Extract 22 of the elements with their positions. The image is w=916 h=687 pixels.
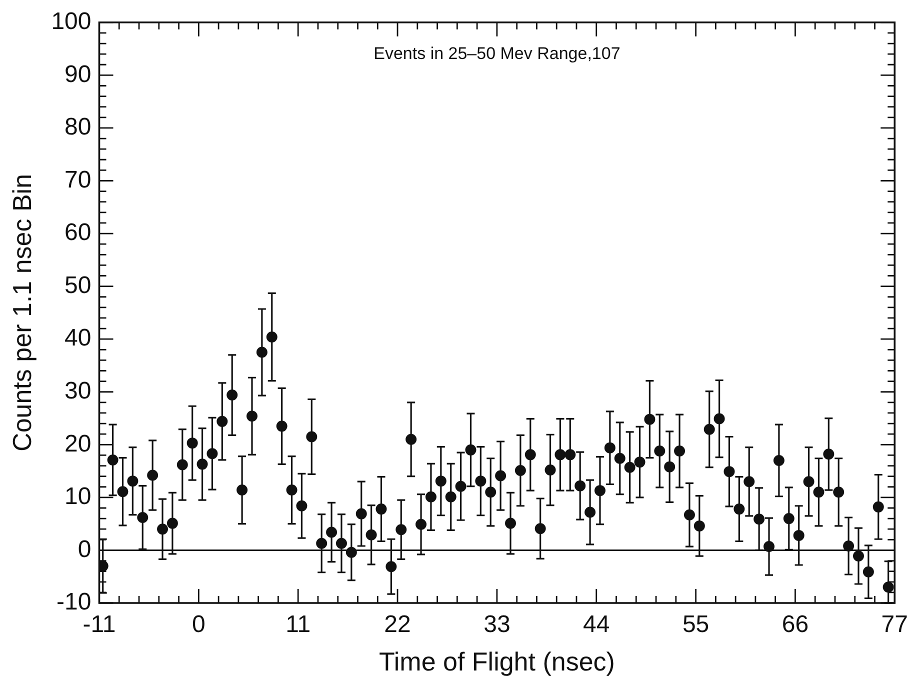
y-tick-label: 0 — [78, 536, 92, 563]
x-tick-label: 55 — [682, 611, 710, 638]
x-tick-label: 77 — [881, 611, 908, 638]
text: Events in 25–50 Mev Range,107 — [374, 44, 620, 64]
x-axis-title: Time of Flight (nsec) — [378, 646, 615, 677]
y-tick-label: 10 — [64, 483, 92, 510]
x-tick-label: 22 — [384, 611, 411, 638]
x-tick-label: 66 — [782, 611, 809, 638]
y-tick-label: 100 — [51, 8, 92, 36]
y-tick-label: 20 — [64, 430, 92, 458]
x-tick-label: 33 — [484, 611, 510, 638]
y-tick-label: 80 — [64, 114, 92, 141]
x-tick-label: 11 — [286, 611, 311, 638]
y-tick-label: 50 — [64, 272, 92, 299]
x-tick-label: 0 — [192, 611, 206, 638]
x-tick-label: 44 — [583, 611, 610, 638]
y-tick-label: 90 — [64, 60, 92, 88]
y-tick-label: 30 — [64, 378, 92, 404]
y-tick-label: 60 — [64, 219, 92, 246]
y-tick-label: 40 — [64, 324, 92, 352]
y-axis-title: Counts per 1.1 nsec Bin — [6, 174, 37, 452]
y-tick-label: 70 — [64, 166, 92, 194]
